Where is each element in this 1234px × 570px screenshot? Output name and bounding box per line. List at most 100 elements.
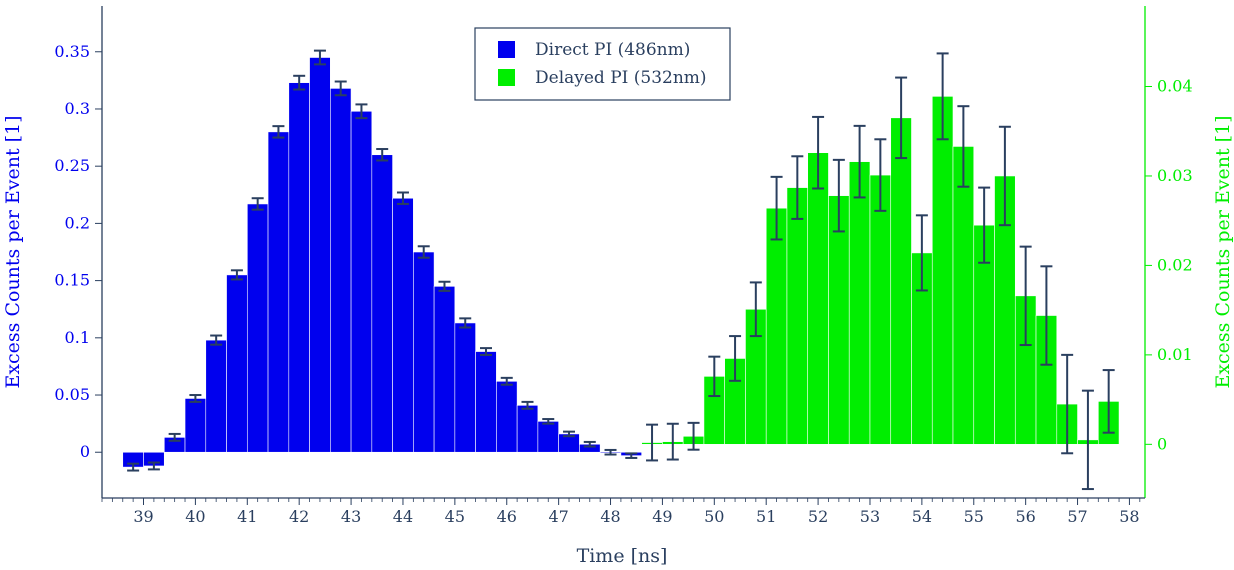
error-bar [666, 422, 679, 461]
error-bar [210, 334, 223, 346]
error-bar [251, 197, 264, 211]
bar-delayed [931, 96, 954, 445]
x-tick-label: 49 [652, 507, 672, 526]
error-bar [708, 355, 721, 398]
error-bar [874, 138, 887, 212]
x-axis-title: Time [ns] [577, 545, 668, 567]
legend-swatch-delayed [498, 69, 515, 86]
error-bar [832, 158, 845, 233]
error-bar [479, 347, 492, 356]
bar-delayed [848, 161, 871, 445]
error-bar [438, 280, 451, 292]
y-left-tick-label: 0.1 [65, 328, 90, 347]
legend: Direct PI (486nm) Delayed PI (532nm) [474, 27, 731, 101]
bar-direct [475, 351, 497, 453]
error-bar [646, 423, 659, 462]
bar-delayed [828, 195, 850, 445]
error-bar [915, 214, 928, 292]
y-left-axis-title: Excess Counts per Event [1] [2, 115, 24, 388]
x-tick-label: 46 [497, 507, 517, 526]
error-bar [583, 440, 596, 448]
x-tick-label: 54 [912, 507, 932, 526]
error-bar [604, 448, 617, 456]
y-left-tick-label: 0.15 [54, 271, 90, 290]
bar-direct [433, 286, 456, 453]
error-bar [812, 115, 825, 190]
error-bar [542, 418, 555, 425]
bar-direct [205, 339, 227, 453]
error-bar [355, 103, 368, 120]
error-bar [396, 191, 409, 205]
x-tick-label: 53 [860, 507, 880, 526]
bar-delayed [869, 174, 892, 445]
bar-delayed [807, 152, 829, 445]
x-tick-label: 56 [1015, 507, 1035, 526]
error-bar [687, 421, 700, 451]
bar-delayed [890, 117, 912, 445]
y-right-tick-label: 0.01 [1157, 345, 1193, 364]
error-bar [459, 317, 472, 329]
bar-direct [516, 405, 539, 453]
x-tick-label: 47 [548, 507, 568, 526]
error-bar [500, 376, 513, 386]
bars-layer [122, 57, 1120, 468]
y-right-tick-label: 0.02 [1157, 255, 1193, 274]
bar-direct [246, 203, 269, 453]
error-bar [376, 148, 389, 162]
error-bar [147, 461, 160, 471]
x-tick-label: 58 [1119, 507, 1139, 526]
error-bar [189, 394, 202, 403]
error-bar [563, 430, 576, 438]
y-right-axis-title: Excess Counts per Event [1] [1212, 115, 1234, 388]
bar-direct [454, 322, 476, 453]
y-left-tick-label: 0.35 [54, 42, 90, 61]
bar-delayed [952, 146, 975, 445]
error-bar [293, 74, 306, 91]
bar-delayed [786, 187, 809, 445]
x-tick-label: 55 [964, 507, 984, 526]
error-bar [313, 49, 326, 66]
x-tick-label: 44 [393, 507, 413, 526]
legend-box [474, 27, 731, 101]
error-bar [168, 432, 181, 442]
bar-direct [288, 82, 310, 453]
error-bar [978, 186, 991, 264]
legend-label-delayed: Delayed PI (532nm) [535, 68, 707, 88]
error-bars-layer [127, 49, 1115, 491]
y-left-tick-label: 0.3 [65, 99, 90, 118]
x-tick-label: 51 [756, 507, 776, 526]
bar-direct [496, 380, 518, 453]
bar-direct [371, 154, 393, 453]
y-left-tick-label: 0.05 [54, 385, 90, 404]
bar-direct [537, 421, 559, 453]
x-tick-label: 57 [1067, 507, 1087, 526]
error-bar [770, 175, 783, 241]
error-bar [334, 80, 347, 97]
y-right-tick-label: 0 [1157, 434, 1167, 453]
x-tick-label: 52 [808, 507, 828, 526]
x-tick-label: 43 [341, 507, 361, 526]
error-bar [1040, 265, 1053, 366]
x-tick-label: 45 [445, 507, 465, 526]
error-bar [272, 125, 285, 139]
error-bar [230, 269, 243, 281]
y-left-tick-label: 0.25 [54, 156, 90, 175]
error-bar [625, 452, 638, 459]
bar-direct [309, 57, 331, 453]
error-bar [1102, 369, 1115, 434]
bar-direct [267, 131, 290, 453]
error-bar [127, 462, 140, 472]
bar-direct [392, 197, 414, 453]
y-right-tick-label: 0.04 [1157, 77, 1193, 96]
bar-direct [350, 110, 373, 453]
error-bar [417, 245, 430, 259]
y-left-tick-label: 0.2 [65, 213, 90, 232]
bar-direct [226, 274, 248, 453]
error-bar [936, 52, 949, 141]
x-tick-label: 39 [133, 507, 153, 526]
bar-direct [413, 251, 435, 453]
error-bar [957, 105, 970, 188]
error-bar [1061, 353, 1074, 455]
x-tick-label: 42 [289, 507, 309, 526]
